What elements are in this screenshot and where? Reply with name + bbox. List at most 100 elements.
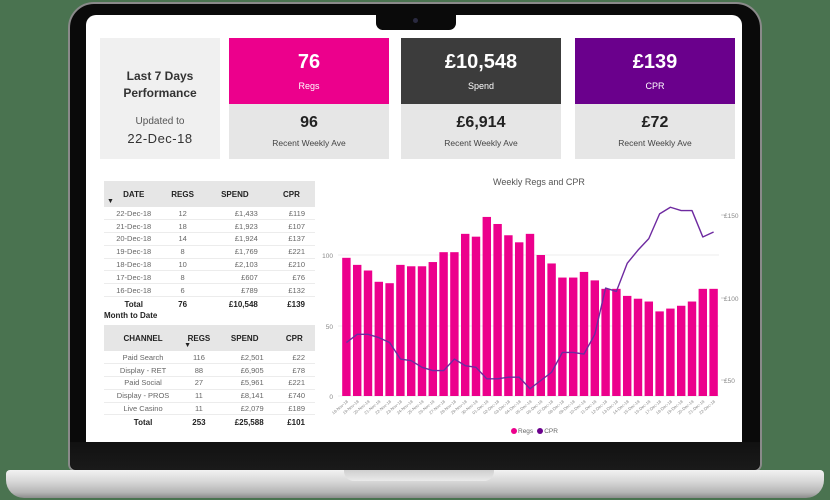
regs-bar[interactable]	[666, 308, 675, 396]
regs-bar[interactable]	[525, 233, 535, 396]
daily-table-row[interactable]: 22-Dec-18 12 £1,433 £119	[104, 207, 315, 221]
kpi-cpr-recent-value: £72	[641, 114, 669, 131]
regs-bar[interactable]	[622, 295, 632, 396]
table-cell: £1,769	[201, 245, 268, 259]
regs-bar[interactable]	[450, 252, 459, 396]
regs-bar[interactable]	[547, 263, 556, 396]
col-header-cpr[interactable]: CPR	[273, 325, 315, 351]
table-cell: £2,103	[201, 258, 268, 272]
daily-table-row[interactable]: 21-Dec-18 18 £1,923 £107	[104, 219, 315, 234]
regs-bar[interactable]	[471, 236, 481, 396]
col-header-cpr[interactable]: CPR	[267, 181, 315, 207]
regs-bar[interactable]	[579, 271, 589, 396]
regs-bar[interactable]	[504, 235, 513, 396]
weekly-regs-cpr-chart[interactable]: 050100£50£100£15018-Nov-1819-Nov-1820-No…	[86, 15, 742, 442]
table-cell: £740	[273, 389, 315, 403]
daily-table-row[interactable]: 17-Dec-18 8 £607 £76	[104, 270, 315, 285]
regs-bar[interactable]	[698, 288, 708, 396]
table-cell: £1,433	[201, 207, 268, 221]
regs-bar[interactable]	[612, 288, 621, 396]
regs-bar[interactable]	[439, 252, 448, 396]
regs-bar[interactable]	[428, 262, 438, 396]
kpi-regs-recent-value: 96	[300, 114, 318, 131]
channel-table-row[interactable]: Display - PROS 11 £8,141 £740	[104, 389, 315, 403]
col-header-spend[interactable]: SPEND	[201, 181, 268, 207]
col-header-date[interactable]: DATE ▼	[104, 181, 164, 207]
table-cell: 22-Dec-18	[104, 207, 164, 221]
daily-table-row[interactable]: 18-Dec-18 10 £2,103 £210	[104, 258, 315, 272]
table-cell: £76	[267, 270, 315, 285]
regs-bar[interactable]	[709, 288, 718, 396]
regs-bar[interactable]	[655, 311, 664, 396]
daily-table-row[interactable]: 19-Dec-18 8 £1,769 £221	[104, 245, 315, 259]
total-cell: Total	[104, 296, 164, 312]
table-cell: £22	[273, 351, 315, 365]
channel-table-row[interactable]: Paid Social 27 £5,961 £221	[104, 376, 315, 390]
regs-bar[interactable]	[644, 301, 654, 396]
legend-item-regs[interactable]: Regs	[511, 428, 533, 435]
table-cell: 88	[182, 363, 216, 378]
col-header-regs[interactable]: REGS ▼	[182, 325, 216, 351]
legend-dot-cpr-icon	[537, 428, 544, 435]
table-cell: 18	[163, 219, 202, 234]
left-axis-tick: 50	[326, 324, 334, 331]
regs-bar[interactable]	[590, 280, 600, 396]
channel-table-row[interactable]: Live Casino 11 £2,079 £189	[104, 402, 315, 416]
table-cell: 17-Dec-18	[104, 270, 164, 285]
col-header-spend[interactable]: SPEND	[215, 325, 274, 351]
legend-item-cpr[interactable]: CPR	[537, 428, 558, 435]
table-cell: £78	[273, 363, 315, 378]
kpi-regs-label: Regs	[298, 81, 320, 91]
updated-date: 22-Dec-18	[127, 131, 193, 146]
table-cell: 8	[163, 270, 202, 285]
table-cell: £221	[267, 245, 315, 259]
cpr-line[interactable]	[345, 206, 714, 390]
intro-title-line2: Performance	[123, 86, 197, 100]
chart-title: Weekly Regs and CPR	[493, 177, 585, 187]
kpi-card-spend: £10,548 Spend £6,914 Recent Weekly Ave	[401, 38, 561, 159]
regs-bar[interactable]	[536, 255, 546, 396]
regs-bar[interactable]	[493, 223, 502, 396]
daily-table-row[interactable]: 20-Dec-18 14 £1,924 £137	[104, 232, 315, 246]
table-cell: £107	[267, 219, 315, 234]
regs-bar[interactable]	[676, 305, 686, 396]
sort-desc-icon[interactable]: ▼	[184, 342, 192, 349]
col-header-regs-label: REGS	[187, 333, 211, 343]
dashboard-screen: Last 7 Days Performance Updated to 22-De…	[86, 15, 742, 442]
kpi-spend-main: £10,548 Spend	[401, 38, 561, 104]
channel-table-header: CHANNEL REGS ▼ SPEND CPR	[104, 325, 315, 351]
regs-bar[interactable]	[363, 270, 373, 396]
total-cell: £101	[273, 414, 315, 430]
regs-bar[interactable]	[374, 281, 384, 396]
regs-bar[interactable]	[406, 266, 416, 396]
regs-bar[interactable]	[482, 216, 492, 396]
sort-desc-icon[interactable]: ▼	[107, 198, 114, 205]
regs-bar[interactable]	[396, 264, 405, 396]
right-axis-tick: £150	[724, 213, 739, 220]
regs-bar[interactable]	[417, 266, 427, 396]
channel-table-row[interactable]: Paid Search 116 £2,501 £22	[104, 351, 315, 365]
regs-bar[interactable]	[568, 277, 578, 396]
channel-table-row[interactable]: Display - RET 88 £6,905 £78	[104, 363, 315, 378]
regs-bar[interactable]	[633, 298, 643, 396]
intro-title: Last 7 Days Performance	[100, 68, 220, 102]
col-header-regs[interactable]: REGS	[163, 181, 202, 207]
table-cell: 11	[182, 389, 216, 403]
month-to-date-label: Month to Date	[104, 311, 158, 320]
regs-bar[interactable]	[514, 242, 524, 396]
regs-bar[interactable]	[460, 233, 470, 396]
col-header-channel[interactable]: CHANNEL	[104, 325, 183, 351]
regs-bar[interactable]	[352, 264, 362, 396]
table-cell: Display - PROS	[104, 389, 183, 403]
regs-bar[interactable]	[687, 301, 697, 396]
camera-notch	[376, 15, 456, 30]
table-cell: £1,924	[201, 232, 268, 246]
left-axis-tick: 100	[322, 253, 333, 260]
laptop-bezel-bottom	[70, 442, 760, 470]
regs-bar[interactable]	[385, 283, 394, 396]
table-cell: 14	[163, 232, 202, 246]
laptop-base	[6, 470, 824, 498]
regs-bar[interactable]	[558, 277, 567, 396]
regs-bar[interactable]	[342, 257, 351, 396]
regs-bar[interactable]	[601, 288, 610, 396]
